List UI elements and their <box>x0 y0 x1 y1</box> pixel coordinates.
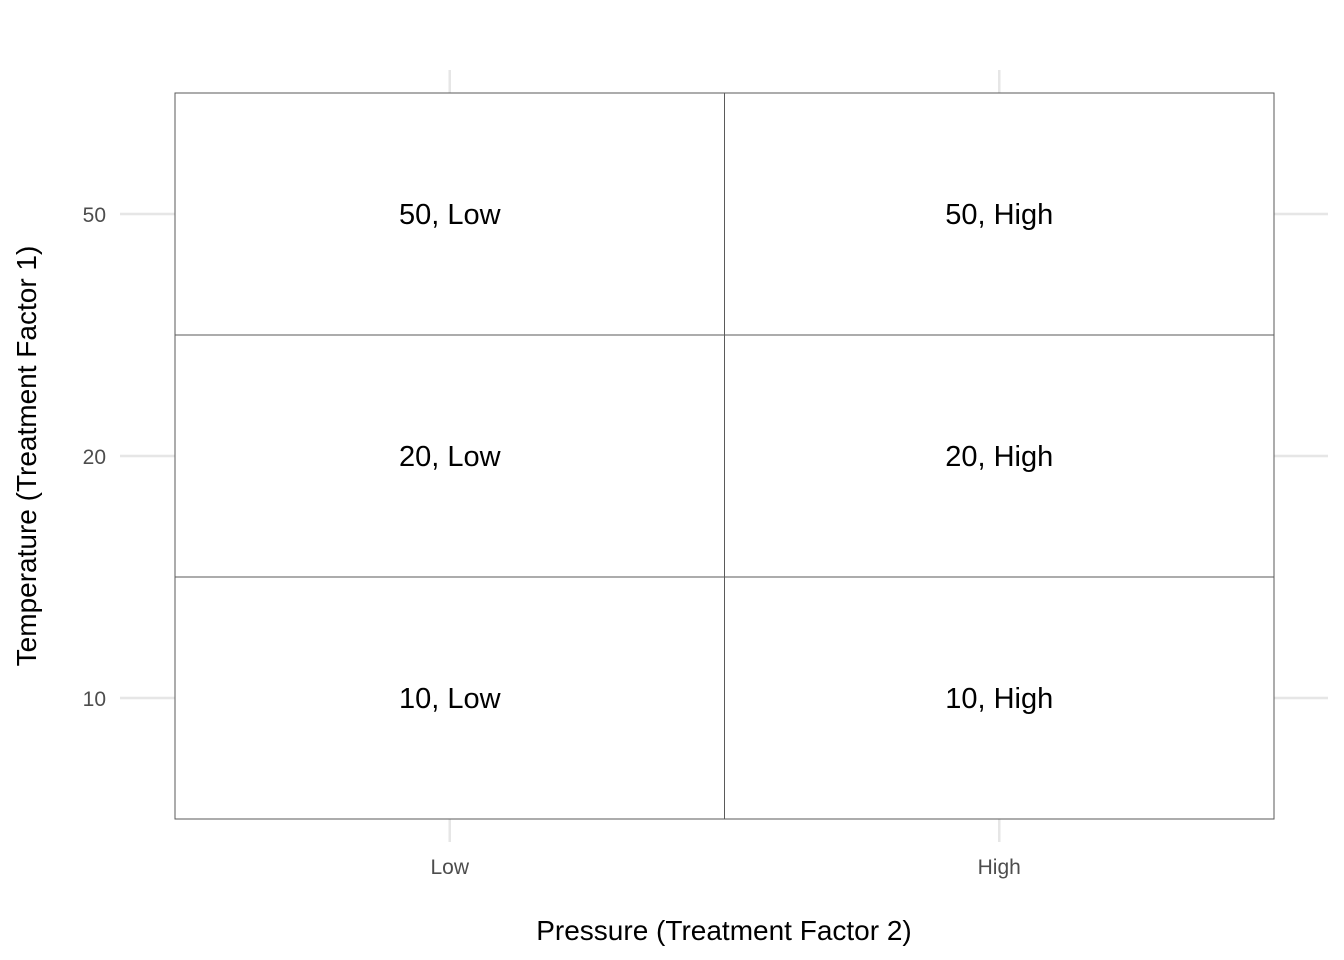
design-cell <box>174 576 725 820</box>
design-cell <box>724 92 1275 336</box>
design-cell <box>724 334 1275 578</box>
cell-label: 10, High <box>945 683 1053 715</box>
cell-labels: 50, Low 50, High 20, Low 20, High 10, Low 10,… <box>399 199 1053 715</box>
y-tick-label: 10 <box>83 688 106 711</box>
x-axis-title: Pressure (Treatment Factor 2) <box>536 915 912 946</box>
design-cell <box>724 576 1275 820</box>
x-tick-label: Low <box>430 856 469 879</box>
y-axis-title: Temperature (Treatment Factor 1) <box>11 246 42 667</box>
y-tick-label: 20 <box>83 446 106 469</box>
cell-label: 10, Low <box>399 683 502 715</box>
x-tick-label: High <box>978 856 1021 879</box>
x-tick-labels: Low High <box>430 856 1020 879</box>
y-tick-label: 50 <box>83 204 106 227</box>
design-cell <box>174 334 725 578</box>
cell-label: 50, High <box>945 199 1053 231</box>
y-tick-labels: 10 20 50 <box>83 204 106 711</box>
cell-label: 20, High <box>945 441 1053 473</box>
cell-label: 20, Low <box>399 441 502 473</box>
design-cell <box>174 92 725 336</box>
design-cells <box>174 92 1275 820</box>
cell-label: 50, Low <box>399 199 502 231</box>
